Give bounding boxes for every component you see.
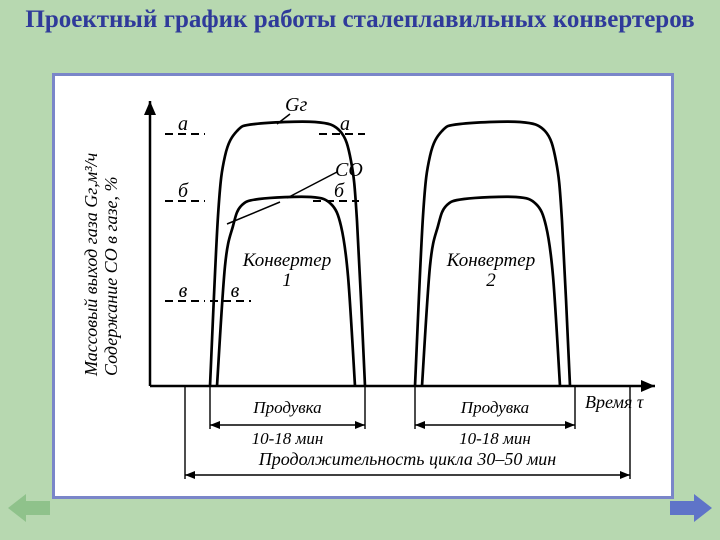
slide-title: Проектный график работы сталеплавильных … <box>10 6 710 35</box>
svg-text:Конвертер: Конвертер <box>242 250 331 271</box>
svg-text:в: в <box>231 280 240 302</box>
svg-text:Продувка: Продувка <box>460 398 529 417</box>
svg-text:Массовый выход газа Gг,м³/ч: Массовый выход газа Gг,м³/ч <box>81 153 101 377</box>
prev-arrow[interactable] <box>8 494 50 522</box>
svg-text:в: в <box>179 280 188 302</box>
svg-text:10-18 мин: 10-18 мин <box>252 429 324 448</box>
svg-text:Gг: Gг <box>285 94 307 116</box>
svg-text:Конвертер: Конвертер <box>446 250 535 271</box>
svg-text:Время τ: Время τ <box>585 392 644 412</box>
svg-text:СО: СО <box>335 159 363 181</box>
svg-text:б: б <box>178 180 189 202</box>
svg-text:10-18 мин: 10-18 мин <box>459 429 531 448</box>
svg-text:2: 2 <box>486 270 496 291</box>
svg-text:а: а <box>178 113 188 135</box>
slide: Проектный график работы сталеплавильных … <box>0 0 720 540</box>
chart-panel: Массовый выход газа Gг,м³/чСодержание СО… <box>52 73 674 499</box>
svg-text:Продолжительность цикла 30–50: Продолжительность цикла 30–50 мин <box>258 449 557 469</box>
converter-chart: Массовый выход газа Gг,м³/чСодержание СО… <box>55 76 671 496</box>
svg-text:Содержание СО в газе, %: Содержание СО в газе, % <box>101 176 121 376</box>
svg-text:Продувка: Продувка <box>252 398 321 417</box>
next-arrow[interactable] <box>670 494 712 522</box>
svg-text:1: 1 <box>282 270 292 291</box>
svg-text:б: б <box>334 180 345 202</box>
